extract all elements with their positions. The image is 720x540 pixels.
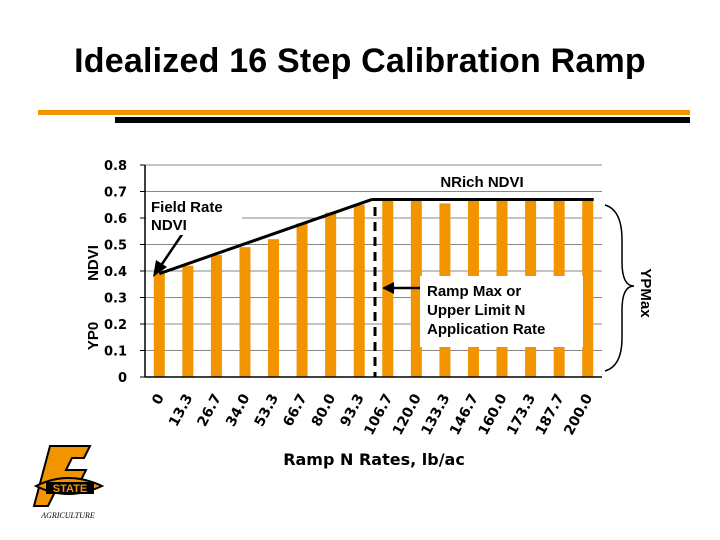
y-tick-label: 0.1 (104, 345, 127, 360)
y-axis-label: NDVI (85, 245, 102, 281)
field-rate-label: Field Rate NDVI (146, 197, 242, 235)
x-tick-label: 93.3 (337, 391, 367, 429)
x-tick-label: 66.7 (280, 391, 310, 429)
x-tick-label: 0 (149, 391, 168, 407)
nrich-ndvi-label: NRich NDVI (440, 174, 523, 191)
bar (353, 204, 365, 377)
field-rate-label-text: Field Rate NDVI (151, 199, 223, 234)
y-tick-label: 0.7 (104, 186, 127, 201)
annotation-overlay (153, 197, 635, 377)
bar (239, 247, 251, 377)
y-tick-label: 0.8 (104, 159, 127, 174)
ramp-max-label-bg (420, 276, 583, 347)
yp0-label: YP0 (85, 322, 102, 350)
x-tick-label: 200.0 (561, 391, 596, 438)
y-tick-label: 0 (118, 371, 127, 386)
y-tick-label: 0.3 (104, 292, 127, 307)
bar (210, 255, 222, 377)
ramp-line (158, 198, 373, 276)
x-tick-label: 53.3 (252, 391, 282, 429)
logo-pistol-shape (32, 445, 92, 507)
field-rate-label-bg (146, 197, 242, 235)
title-rule-black (115, 117, 690, 123)
y-tick-label: 0.5 (104, 239, 127, 254)
bar (582, 200, 594, 377)
logo-text: STATE (53, 483, 87, 495)
field-rate-arrow-head (153, 260, 167, 277)
ramp-max-arrow-head (382, 282, 394, 294)
y-tick-label: 0.4 (104, 265, 127, 280)
x-axis-label: Ramp N Rates, lb/ac (283, 450, 465, 469)
y-tick-label: 0.6 (104, 212, 127, 227)
bar (296, 223, 308, 377)
ramp-max-label: Ramp Max or Upper Limit N Application Rate (420, 276, 583, 347)
bar (268, 239, 280, 377)
x-tick-label: 13.3 (166, 391, 196, 429)
logo-banner (46, 482, 94, 494)
logo-subtext: AGRICULTURE (40, 511, 95, 520)
x-tick-label: 26.7 (195, 391, 225, 429)
bar (153, 273, 165, 377)
bar (325, 212, 337, 377)
field-rate-arrow-line (158, 232, 185, 268)
x-tick-label: 80.0 (309, 391, 339, 429)
ramp-max-label-text: Ramp Max or Upper Limit N Application Rate (427, 283, 545, 338)
x-tick-label: 34.0 (223, 391, 253, 429)
y-tick-labels: 0 0.1 0.2 0.3 0.4 0.5 0.6 0.7 0.8 (104, 159, 145, 386)
osu-logo-icon: STATE AGRICULTURE (32, 445, 105, 520)
slide-title: Idealized 16 Step Calibration Ramp (74, 42, 646, 80)
ypmax-label: YPMax (637, 268, 654, 318)
bar (182, 265, 194, 377)
ypmax-bracket (604, 204, 635, 372)
y-tick-label: 0.2 (104, 318, 127, 333)
x-tick-labels: 013.326.734.053.366.780.093.3106.7120.01… (149, 391, 596, 438)
title-rule-orange (38, 110, 690, 115)
